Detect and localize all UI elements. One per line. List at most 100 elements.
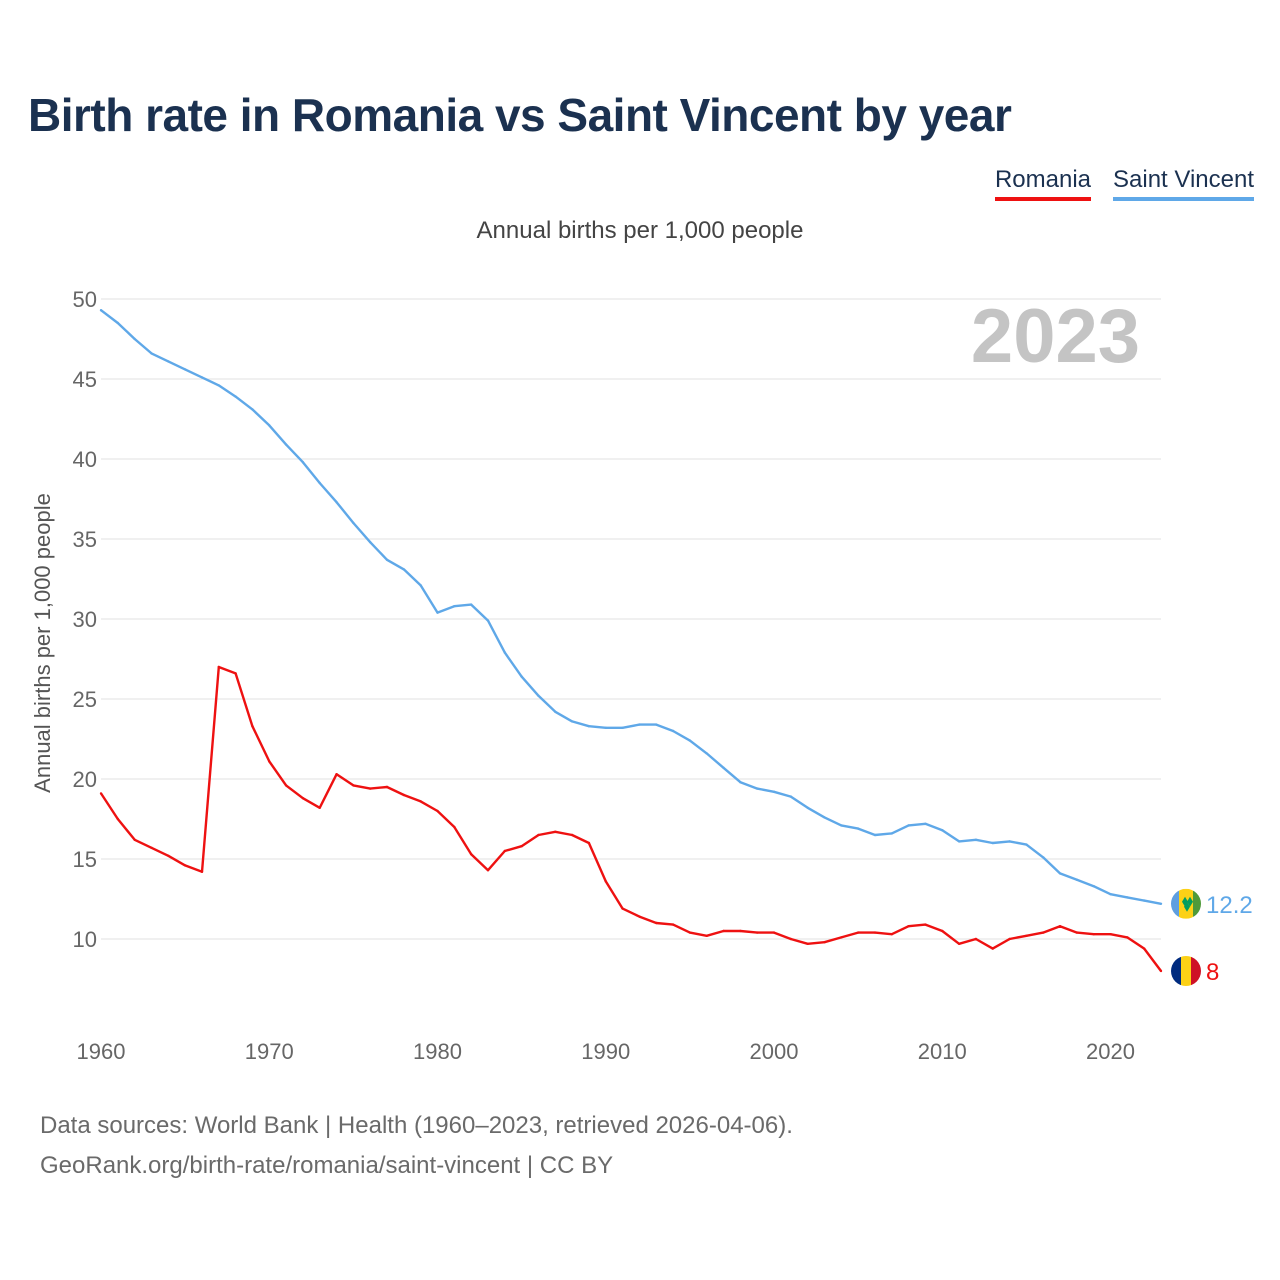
- point-saint-vincent-2013: [991, 841, 994, 845]
- point-saint-vincent-1983: [486, 619, 490, 622]
- point-romania-1970: [268, 760, 271, 763]
- point-romania-2013: [991, 947, 994, 950]
- point-saint-vincent-1976: [369, 541, 372, 544]
- point-saint-vincent-1998: [739, 781, 742, 784]
- point-saint-vincent-1991: [621, 726, 624, 729]
- series-points-saint-vincent: [99, 309, 1163, 905]
- point-romania-1997: [722, 929, 725, 933]
- point-romania-1972: [301, 797, 305, 800]
- point-romania-1976: [369, 787, 372, 790]
- chart-subtitle: Annual births per 1,000 people: [476, 217, 804, 244]
- point-saint-vincent-2019: [1092, 885, 1095, 888]
- y-tick-label-25: 25: [73, 687, 97, 712]
- point-saint-vincent-1968: [234, 395, 237, 398]
- point-romania-2007: [890, 933, 893, 936]
- point-romania-2006: [873, 931, 877, 934]
- point-romania-1973: [318, 806, 321, 809]
- point-romania-1962: [133, 838, 136, 841]
- point-saint-vincent-1987: [554, 710, 557, 713]
- point-romania-1971: [284, 784, 288, 787]
- x-tick-label-1990: 1990: [581, 1039, 630, 1064]
- legend-item-romania[interactable]: Romania: [994, 166, 1091, 201]
- point-romania-2018: [1075, 931, 1079, 934]
- point-romania-1974: [335, 773, 338, 776]
- point-saint-vincent-1975: [352, 521, 355, 525]
- point-saint-vincent-1978: [402, 568, 406, 571]
- point-romania-2012: [974, 937, 978, 941]
- point-romania-1995: [688, 931, 692, 934]
- y-axis-label: Annual births per 1,000 people: [30, 493, 55, 793]
- point-saint-vincent-2021: [1126, 896, 1129, 899]
- point-romania-1978: [402, 793, 406, 797]
- point-romania-2017: [1058, 925, 1062, 928]
- point-saint-vincent-1964: [167, 360, 170, 363]
- point-saint-vincent-1986: [537, 694, 540, 697]
- point-romania-1983: [486, 869, 490, 872]
- point-saint-vincent-1996: [705, 752, 708, 755]
- point-saint-vincent-1969: [251, 408, 254, 411]
- legend-item-saint-vincent[interactable]: Saint Vincent: [1113, 166, 1254, 201]
- point-romania-2003: [823, 941, 826, 944]
- end-label-romania: 8: [1206, 959, 1219, 986]
- point-romania-2014: [1008, 937, 1011, 941]
- point-saint-vincent-2006: [873, 833, 877, 837]
- point-romania-2005: [856, 931, 860, 934]
- point-saint-vincent-1984: [503, 651, 507, 654]
- point-romania-2004: [840, 936, 843, 939]
- point-romania-2015: [1025, 934, 1028, 937]
- y-tick-label-15: 15: [73, 847, 97, 872]
- point-romania-1960: [99, 792, 103, 795]
- point-saint-vincent-1965: [183, 368, 187, 371]
- point-saint-vincent-1985: [520, 675, 523, 678]
- point-saint-vincent-1971: [284, 443, 288, 446]
- point-romania-1996: [705, 934, 708, 937]
- point-saint-vincent-1967: [217, 384, 220, 387]
- point-romania-2022: [1142, 947, 1146, 950]
- y-tick-label-45: 45: [73, 367, 97, 392]
- point-saint-vincent-1966: [200, 376, 204, 379]
- point-romania-2023: [1159, 969, 1163, 973]
- point-saint-vincent-2008: [907, 824, 910, 827]
- point-romania-1991: [621, 907, 624, 910]
- x-tick-label-2020: 2020: [1086, 1039, 1135, 1064]
- point-saint-vincent-1988: [570, 720, 574, 723]
- point-saint-vincent-2014: [1008, 840, 1011, 843]
- point-saint-vincent-2020: [1109, 893, 1112, 896]
- y-tick-label-30: 30: [73, 607, 97, 632]
- point-saint-vincent-1961: [116, 321, 120, 325]
- chart-title: Birth rate in Romania vs Saint Vincent b…: [28, 89, 1012, 141]
- point-saint-vincent-1973: [318, 481, 321, 485]
- point-romania-1965: [183, 864, 187, 867]
- point-romania-2010: [941, 929, 944, 933]
- point-romania-1968: [234, 672, 237, 675]
- point-saint-vincent-2012: [974, 838, 978, 841]
- point-romania-1967: [217, 665, 220, 669]
- point-romania-2021: [1126, 936, 1129, 939]
- point-romania-1961: [116, 817, 120, 821]
- sources-line-1: Data sources: World Bank | Health (1960–…: [40, 1112, 793, 1139]
- point-romania-1989: [587, 841, 591, 845]
- point-saint-vincent-2002: [806, 806, 809, 809]
- point-saint-vincent-2016: [1042, 856, 1045, 859]
- point-saint-vincent-2022: [1142, 899, 1146, 902]
- series-line-romania: [99, 665, 1162, 972]
- point-saint-vincent-2003: [823, 816, 826, 819]
- point-saint-vincent-2023: [1159, 902, 1163, 905]
- year-label: 2023: [971, 294, 1140, 379]
- point-saint-vincent-1999: [755, 787, 759, 790]
- series-points-romania: [99, 665, 1163, 973]
- point-romania-1980: [436, 809, 439, 813]
- point-saint-vincent-1979: [419, 584, 422, 587]
- sources-line-2[interactable]: GeoRank.org/birth-rate/romania/saint-vin…: [40, 1152, 614, 1179]
- x-tick-label-1970: 1970: [245, 1039, 294, 1064]
- point-romania-1993: [655, 921, 658, 925]
- point-saint-vincent-1970: [268, 424, 271, 427]
- point-saint-vincent-1990: [604, 726, 607, 729]
- point-saint-vincent-1994: [671, 729, 675, 733]
- point-saint-vincent-1995: [688, 739, 692, 742]
- point-saint-vincent-1977: [385, 558, 389, 561]
- flag-saint-vincent-icon: [1171, 888, 1201, 919]
- point-romania-2002: [806, 942, 809, 945]
- point-saint-vincent-2007: [890, 832, 893, 835]
- point-saint-vincent-1974: [335, 501, 338, 504]
